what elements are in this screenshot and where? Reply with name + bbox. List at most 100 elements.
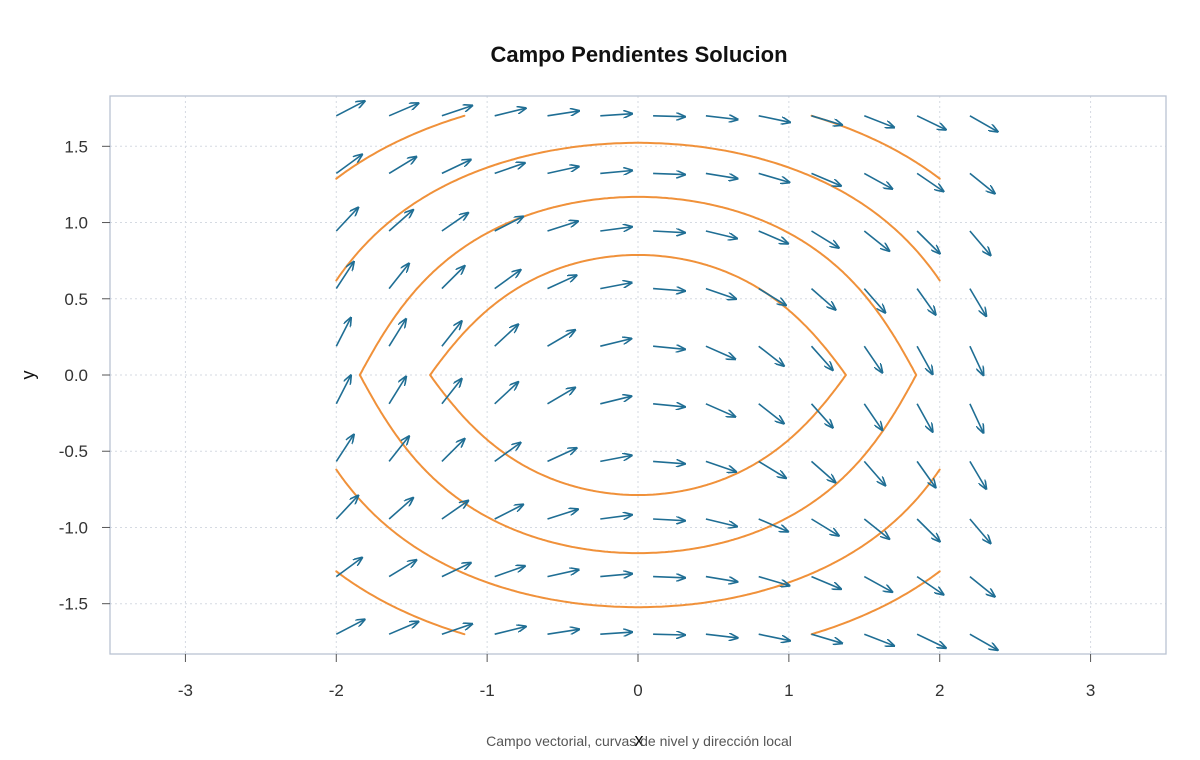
level-curves	[335, 114, 941, 636]
direction-arrow	[600, 632, 632, 634]
direction-arrow	[758, 345, 784, 366]
direction-arrow	[494, 627, 526, 635]
direction-arrow	[600, 396, 631, 405]
direction-arrow	[863, 518, 889, 539]
direction-arrow	[653, 289, 685, 291]
direction-arrow	[388, 560, 416, 578]
direction-arrow	[916, 518, 940, 542]
direction-arrow	[547, 388, 576, 405]
direction-arrow	[969, 403, 984, 433]
x-tick-label: 0	[633, 681, 642, 700]
direction-arrow	[916, 345, 933, 374]
direction-arrow	[335, 558, 362, 578]
direction-arrow	[494, 382, 519, 405]
direction-arrow	[388, 498, 413, 520]
y-tick-label: -1.5	[59, 595, 88, 614]
direction-arrow	[916, 633, 946, 648]
direction-arrow	[441, 439, 465, 462]
direction-arrow	[705, 172, 738, 178]
direction-arrow	[335, 318, 351, 347]
chart-caption: Campo vectorial, curvas de nivel y direc…	[486, 733, 792, 749]
direction-arrow	[653, 634, 685, 635]
direction-arrow	[547, 629, 580, 635]
direction-arrow	[863, 345, 882, 372]
direction-arrow	[388, 622, 418, 635]
direction-arrow	[441, 563, 471, 578]
direction-arrow	[705, 403, 735, 417]
direction-arrow	[811, 633, 843, 643]
level-curve	[429, 254, 847, 496]
y-tick-label: 1.0	[64, 214, 88, 233]
direction-arrow	[863, 230, 889, 251]
direction-arrow	[758, 115, 790, 123]
x-tick-label: 1	[784, 681, 793, 700]
direction-arrow	[494, 217, 524, 232]
y-tick-label: 0.0	[64, 366, 88, 385]
direction-arrow	[810, 287, 836, 310]
y-tick-label: -1.0	[59, 518, 88, 537]
direction-arrow	[916, 172, 943, 191]
direction-arrow	[863, 172, 892, 189]
direction-arrow	[388, 264, 409, 290]
y-tick-label: -0.5	[59, 442, 88, 461]
direction-arrow	[653, 346, 685, 349]
direction-arrow	[441, 160, 471, 175]
direction-arrow	[916, 460, 936, 487]
direction-arrow	[441, 106, 472, 117]
direction-arrow	[969, 288, 986, 317]
direction-arrow	[811, 518, 839, 536]
direction-arrow	[441, 321, 462, 347]
plot-frame	[109, 95, 1167, 655]
x-tick-label: 2	[935, 681, 944, 700]
direction-arrow	[600, 455, 631, 463]
direction-arrow	[653, 519, 685, 521]
direction-arrow	[600, 574, 632, 577]
direction-arrow	[811, 575, 842, 589]
direction-arrow	[600, 114, 632, 116]
chart-title: Campo Pendientes Solucion	[490, 42, 787, 67]
direction-arrow	[916, 288, 936, 315]
direction-arrow	[547, 509, 579, 520]
direction-arrow	[864, 115, 894, 128]
direction-arrow	[547, 167, 579, 175]
direction-arrow	[916, 575, 943, 595]
direction-arrow	[388, 436, 409, 462]
direction-arrow	[705, 518, 737, 527]
direction-arrow	[969, 345, 984, 375]
direction-arrow	[653, 404, 685, 407]
direction-arrow	[811, 115, 843, 125]
direction-arrow	[863, 288, 885, 313]
direction-arrow	[916, 403, 933, 432]
direction-arrow	[705, 287, 736, 299]
direction-arrow	[335, 155, 362, 175]
direction-arrow	[494, 505, 524, 520]
direction-arrow	[547, 221, 579, 232]
direction-arrow	[335, 101, 364, 117]
direction-arrow	[864, 633, 894, 646]
direction-arrow	[335, 375, 351, 405]
direction-arrow	[705, 575, 738, 582]
direction-arrow	[494, 163, 525, 175]
direction-arrow	[969, 518, 991, 543]
direction-arrow	[863, 460, 885, 485]
direction-arrow	[705, 634, 738, 638]
direction-arrow	[335, 208, 358, 232]
direction-arrow	[969, 115, 998, 132]
x-tick-label: -2	[329, 681, 344, 700]
direction-arrow	[441, 624, 472, 635]
direction-arrow	[388, 319, 406, 347]
direction-arrow	[547, 570, 579, 578]
direction-arrow	[388, 157, 416, 175]
direction-arrow	[335, 435, 354, 462]
direction-arrow	[600, 515, 632, 519]
x-axis-label: x	[635, 730, 644, 750]
y-axis-label: y	[18, 371, 38, 380]
direction-arrow	[441, 379, 462, 405]
direction-arrow	[600, 227, 632, 231]
direction-arrow	[335, 496, 358, 520]
direction-arrow	[600, 171, 632, 174]
direction-arrow	[810, 460, 836, 482]
x-axis-ticks: -3 -2 -1 0 1 2 3	[178, 654, 1095, 700]
direction-arrows	[335, 101, 998, 650]
direction-arrow	[653, 116, 685, 117]
